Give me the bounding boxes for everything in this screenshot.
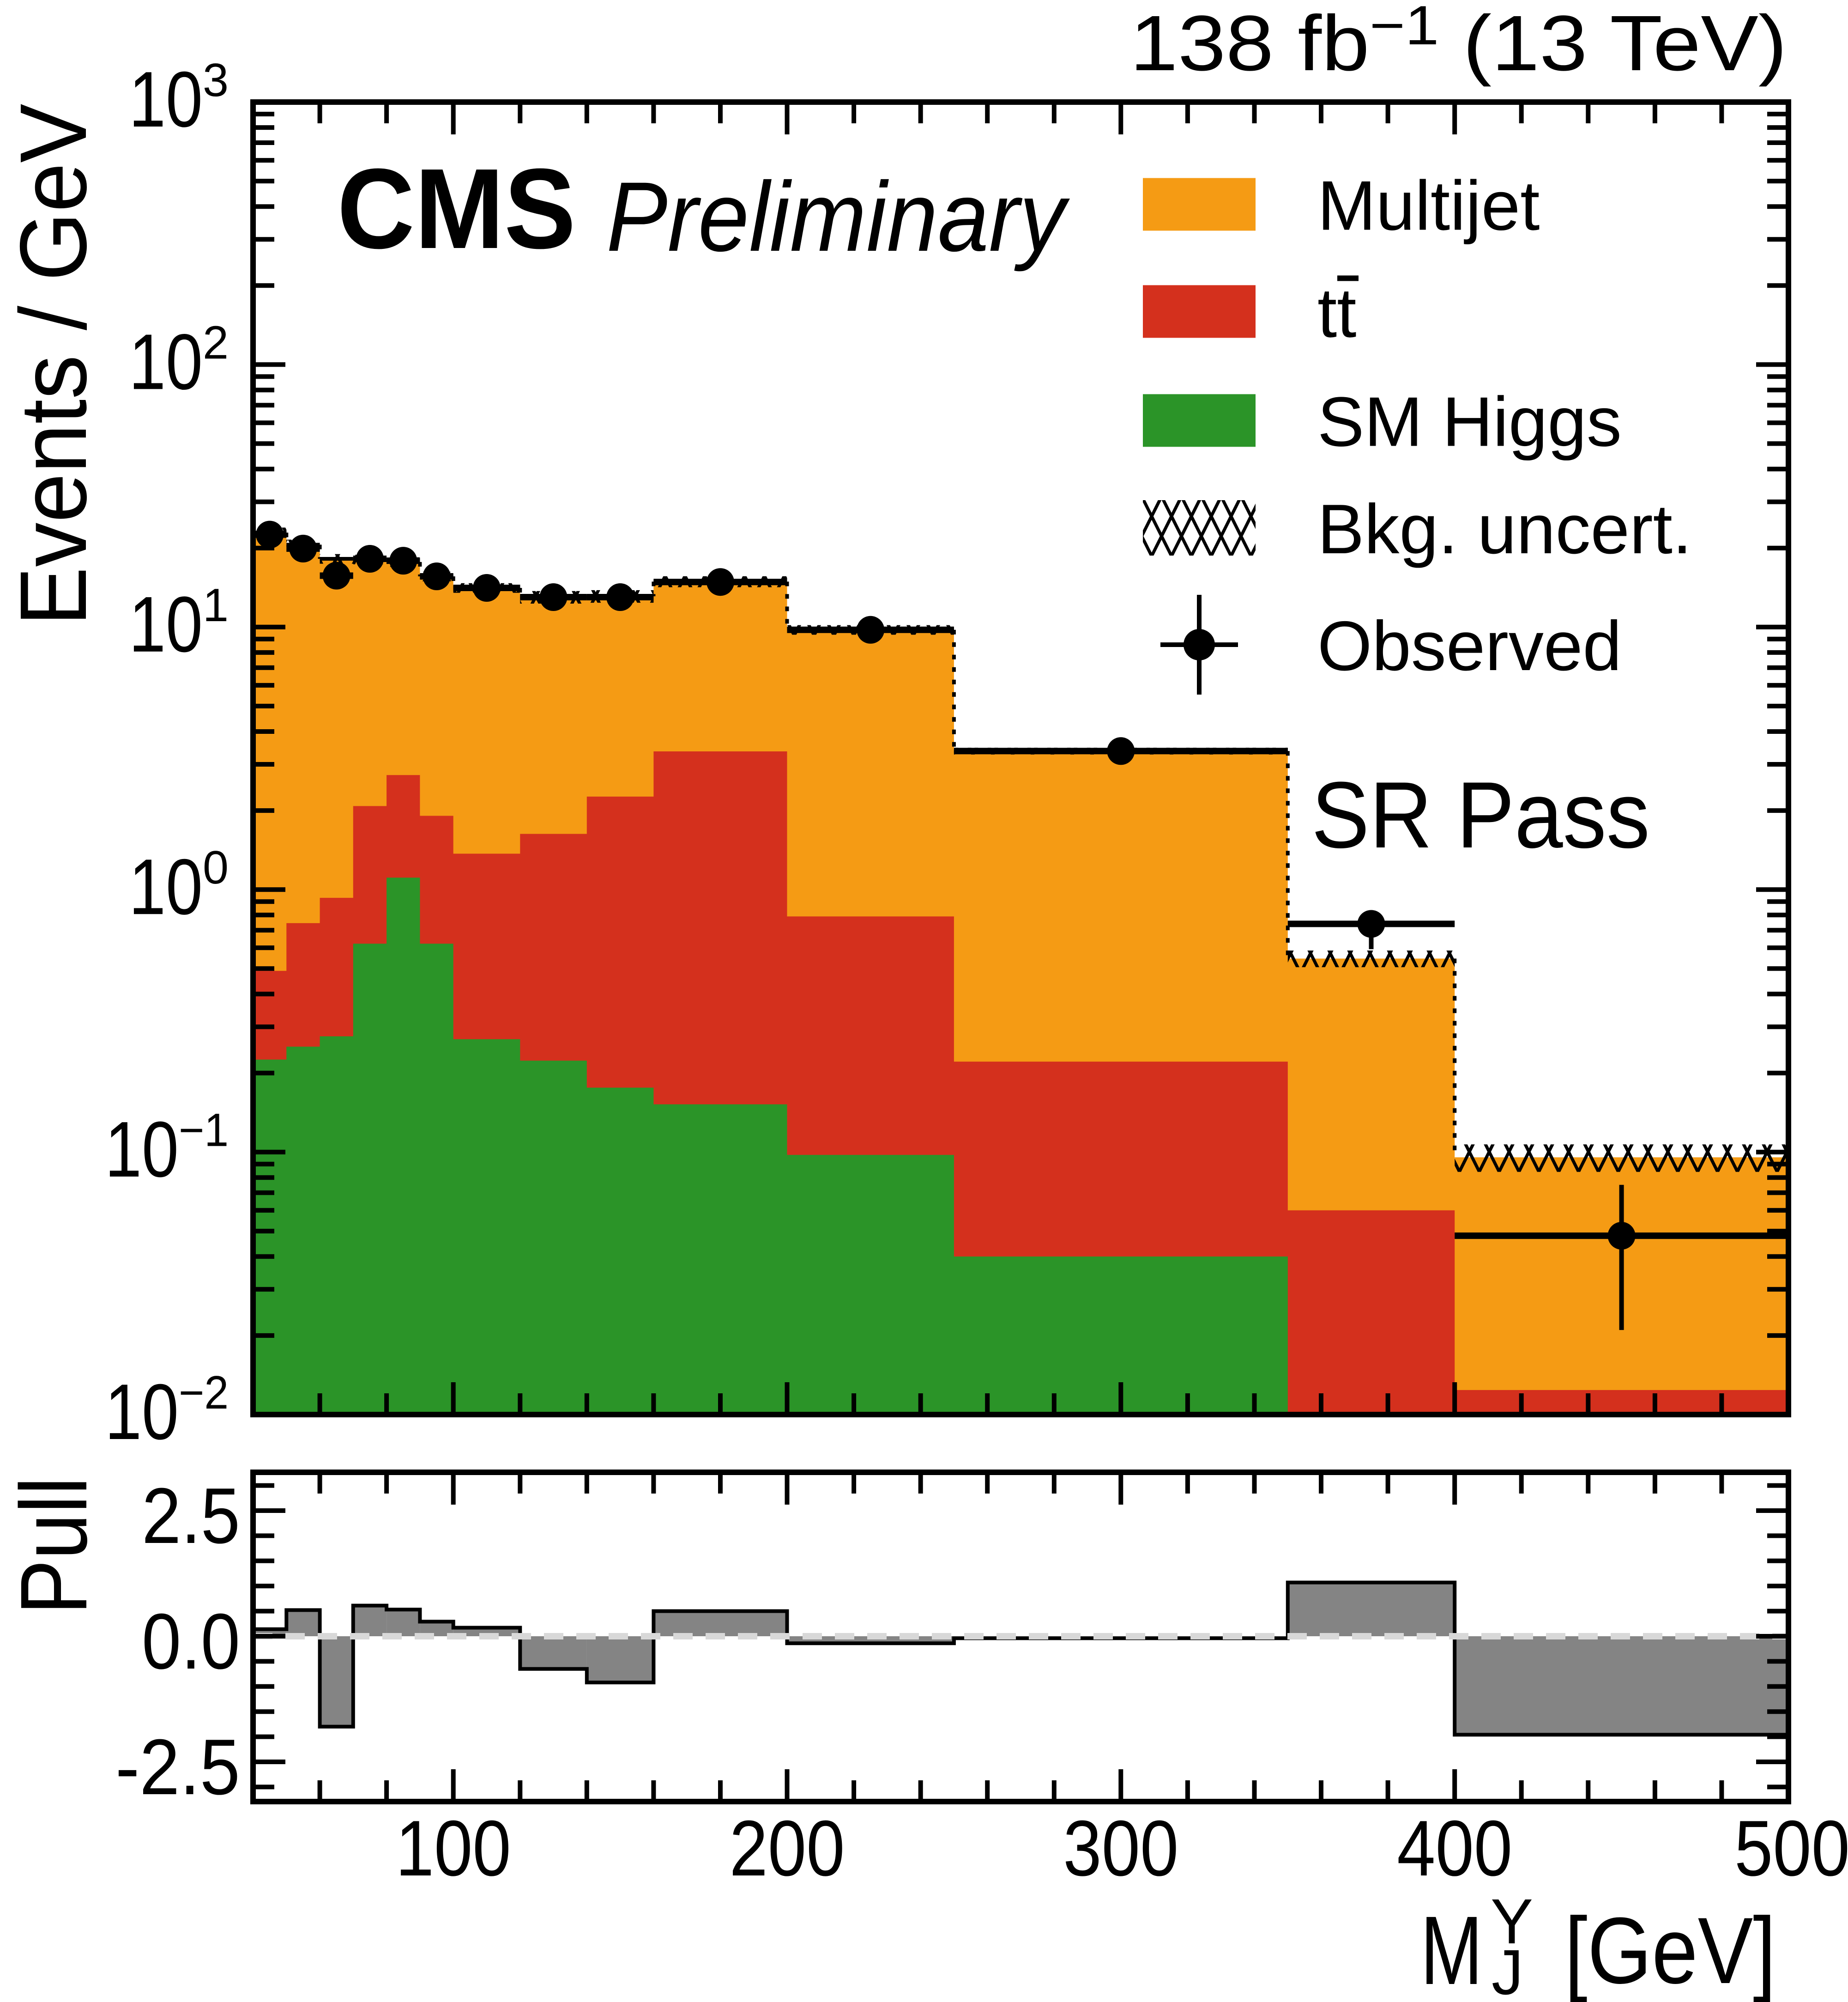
svg-text:SR Pass: SR Pass bbox=[1311, 762, 1650, 868]
svg-text:Observed: Observed bbox=[1317, 607, 1622, 685]
svg-text:2.5: 2.5 bbox=[142, 1472, 240, 1560]
svg-text:10: 10 bbox=[129, 55, 203, 144]
svg-text:Bkg. uncert.: Bkg. uncert. bbox=[1317, 490, 1692, 569]
svg-text:100: 100 bbox=[396, 1804, 511, 1893]
svg-text:-2.5: -2.5 bbox=[115, 1723, 240, 1811]
svg-text:tt: tt bbox=[1317, 274, 1356, 352]
svg-text:CMS: CMS bbox=[337, 145, 576, 272]
svg-text:Preliminary: Preliminary bbox=[606, 162, 1070, 272]
svg-text:200: 200 bbox=[730, 1804, 845, 1893]
svg-text:[GeV]: [GeV] bbox=[1564, 1898, 1776, 2002]
svg-text:0: 0 bbox=[203, 842, 229, 894]
svg-text:400: 400 bbox=[1397, 1804, 1512, 1893]
svg-text:3: 3 bbox=[203, 54, 229, 106]
svg-text:Multijet: Multijet bbox=[1317, 167, 1540, 245]
svg-text:10: 10 bbox=[129, 318, 203, 406]
svg-text:1: 1 bbox=[203, 580, 229, 631]
svg-text:−1: −1 bbox=[179, 1105, 229, 1156]
svg-text:−2: −2 bbox=[179, 1367, 229, 1419]
svg-text:M: M bbox=[1420, 1896, 1483, 2002]
svg-text:2: 2 bbox=[203, 317, 229, 369]
svg-text:138 fb−1 (13 TeV): 138 fb −1 (13 TeV) bbox=[1130, 0, 1787, 87]
svg-text:10: 10 bbox=[105, 1368, 179, 1456]
svg-text:J: J bbox=[1492, 1937, 1523, 2002]
svg-text:500: 500 bbox=[1734, 1804, 1848, 1893]
svg-text:10: 10 bbox=[105, 1106, 179, 1194]
svg-text:SM Higgs: SM Higgs bbox=[1317, 383, 1622, 461]
svg-text:Pull: Pull bbox=[1, 1477, 107, 1615]
svg-text:10: 10 bbox=[129, 581, 203, 669]
svg-text:Events / GeV: Events / GeV bbox=[0, 104, 106, 626]
svg-text:0.0: 0.0 bbox=[142, 1597, 240, 1686]
svg-text:Y: Y bbox=[1491, 1886, 1533, 1957]
svg-text:300: 300 bbox=[1063, 1804, 1178, 1893]
svg-text:10: 10 bbox=[129, 843, 203, 931]
